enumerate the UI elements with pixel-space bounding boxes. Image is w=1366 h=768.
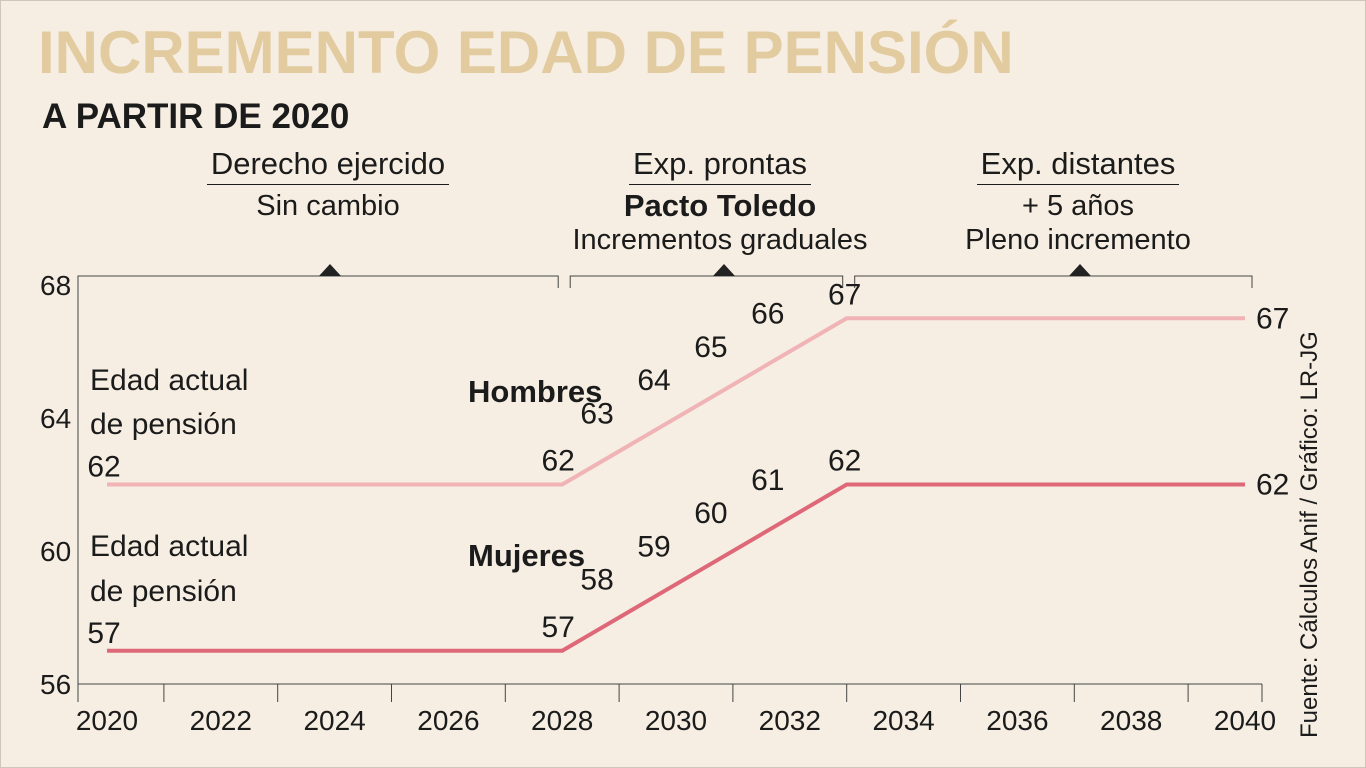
data-label: 63 (580, 397, 613, 430)
x-tick-label: 2034 (872, 705, 934, 736)
source-note: Fuente: Cálculos Anif / Gráfico: LR-JG (1296, 331, 1323, 738)
series-line-hombres (107, 316, 1245, 487)
data-label: 67 (828, 278, 861, 311)
phase-heading: Derecho ejercido (206, 146, 450, 185)
series-label-mujeres: Mujeres (468, 538, 585, 573)
x-tick-label: 2022 (190, 705, 252, 736)
data-label: 59 (637, 530, 670, 563)
data-label: 57 (87, 617, 120, 650)
chart-subtitle: A PARTIR DE 2020 (42, 97, 350, 136)
x-tick-label: 2020 (76, 705, 138, 736)
x-tick-label: 2036 (986, 705, 1048, 736)
phase-marker (1069, 264, 1091, 276)
data-label: 60 (694, 497, 727, 530)
phase-line: Incrementos graduales (572, 224, 868, 256)
phase-line: Pleno incremento (965, 224, 1191, 256)
phase-heading: Exp. prontas (628, 146, 812, 185)
phase-exp-prontas: Exp. prontas Pacto Toledo Incrementos gr… (560, 146, 880, 257)
data-label: 64 (637, 364, 670, 397)
phase-bracket (77, 275, 559, 288)
phase-heading: Exp. distantes (976, 146, 1180, 185)
y-tick-label: 56 (40, 669, 71, 700)
phase-exp-distantes: Exp. distantes + 5 años Pleno incremento (918, 146, 1238, 257)
data-label: 65 (694, 331, 727, 364)
phase-line: + 5 años (1021, 190, 1135, 222)
phase-bracket (854, 275, 1253, 288)
phase-marker (319, 264, 341, 276)
data-label: 57 (542, 611, 575, 644)
x-tick-label: 2028 (531, 705, 593, 736)
y-tick-label: 64 (40, 403, 71, 434)
y-tick-label: 68 (40, 270, 71, 301)
phase-bracket (569, 275, 844, 288)
annotation-text: Edad actual (90, 530, 248, 563)
phase-line: Sin cambio (256, 190, 400, 222)
x-tick-label: 2024 (303, 705, 365, 736)
phase-marker (713, 264, 735, 276)
x-tick-label: 2040 (1214, 705, 1276, 736)
phase-derecho-ejercido: Derecho ejercido Sin cambio (168, 146, 488, 223)
data-label: 62 (87, 451, 120, 484)
data-label: 61 (751, 464, 784, 497)
data-label: 62 (828, 445, 861, 478)
annotation-text: de pensión (90, 408, 237, 441)
data-label: 62 (1256, 469, 1289, 502)
data-label: 66 (751, 298, 784, 331)
phase-line: Pacto Toledo (623, 188, 817, 223)
annotation-text: Edad actual (90, 364, 248, 397)
series-line-mujeres (107, 482, 1245, 653)
chart-title: INCREMENTO EDAD DE PENSIÓN (38, 19, 1014, 86)
x-tick-label: 2026 (417, 705, 479, 736)
annotation-text: de pensión (90, 575, 237, 608)
y-tick-label: 60 (40, 536, 71, 567)
series-label-hombres: Hombres (468, 374, 602, 409)
x-tick-label: 2038 (1100, 705, 1162, 736)
x-tick-label: 2032 (759, 705, 821, 736)
data-label: 58 (580, 564, 613, 597)
data-label: 62 (542, 445, 575, 478)
data-label: 67 (1256, 302, 1289, 335)
x-tick-label: 2030 (645, 705, 707, 736)
